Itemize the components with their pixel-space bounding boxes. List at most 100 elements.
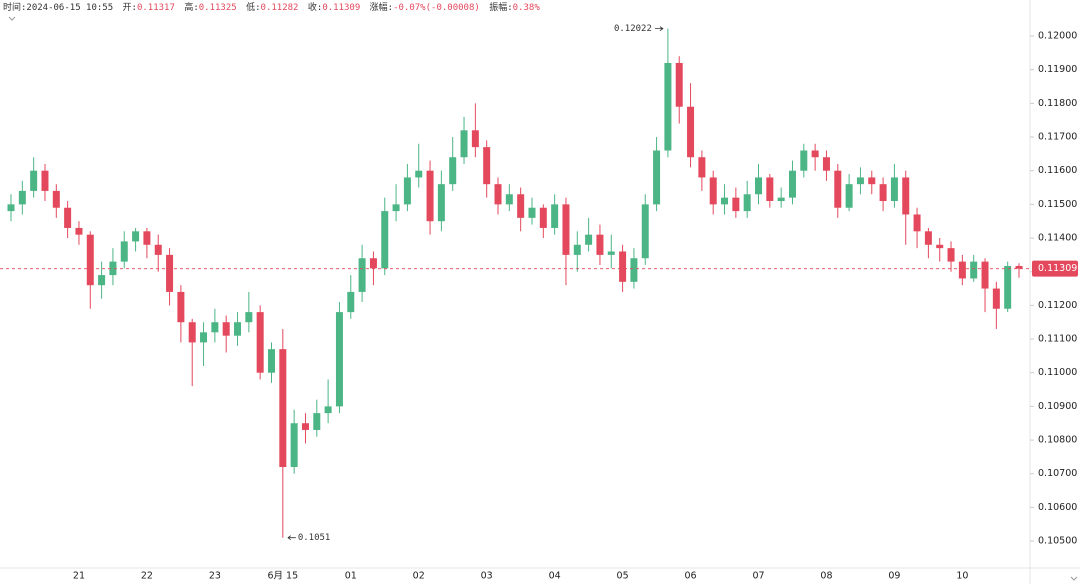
candle-body (788, 170, 796, 198)
x-tick-label: 22 (141, 571, 153, 582)
candle-body (132, 231, 140, 242)
candle-body (335, 312, 343, 407)
x-tick-label: 05 (617, 571, 629, 582)
info-label: 涨幅: (370, 1, 393, 13)
info-line: 时间:2024-06-15 10:55 开:0.11317 高:0.11325 … (3, 1, 540, 13)
candle-body (267, 349, 275, 373)
candle-body (347, 291, 355, 313)
candle-body (483, 147, 491, 185)
candle-body (607, 251, 615, 255)
candle-body (528, 207, 536, 218)
candle-body (403, 177, 411, 205)
x-tick-label: 03 (481, 571, 493, 582)
candle-body (709, 177, 717, 205)
candle-body (596, 234, 604, 255)
info-time: 2024-06-15 10:55 (26, 3, 113, 13)
candle-body (313, 413, 321, 430)
candle-body (437, 184, 445, 222)
candle-body (1015, 265, 1023, 269)
candle-body (449, 157, 457, 185)
candle-body (924, 231, 932, 245)
candle-body (551, 204, 559, 228)
candle-body (30, 170, 38, 191)
x-tick-label: 04 (549, 571, 561, 582)
candle-body (188, 322, 196, 343)
candle-body (755, 177, 763, 195)
candle-body (222, 322, 230, 336)
y-tick-label: 0.11400 (1038, 233, 1077, 244)
candle-body (426, 170, 434, 222)
candle-body (641, 204, 649, 259)
candle-body (415, 170, 423, 178)
y-tick-label: 0.11900 (1038, 64, 1077, 75)
candle-body (834, 170, 842, 208)
info-open: 0.11317 (137, 3, 175, 13)
candle-body (619, 251, 627, 282)
candle-body (902, 177, 910, 215)
candle-body (981, 261, 989, 289)
candle-body (256, 312, 264, 373)
candle-body (913, 214, 921, 232)
candle-body (970, 261, 978, 279)
candle-body (392, 204, 400, 212)
collapse-chevron[interactable] (8, 16, 16, 21)
x-tick-label: 23 (209, 571, 221, 582)
x-tick-label: 09 (888, 571, 900, 582)
candle-body (154, 244, 162, 255)
candle-body (800, 150, 808, 171)
y-tick-label: 0.10900 (1038, 401, 1077, 412)
x-tick-label: 01 (345, 571, 357, 582)
candle-body (75, 227, 83, 235)
x-tick-label: 21 (73, 571, 85, 582)
y-tick-label: 0.11700 (1038, 132, 1077, 143)
info-low: 0.11282 (261, 3, 299, 13)
candle-body (743, 194, 751, 212)
y-tick-label: 0.11100 (1038, 334, 1077, 345)
candle-body (143, 231, 151, 245)
candle-body (234, 322, 242, 336)
y-tick-label: 0.11600 (1038, 165, 1077, 176)
x-tick-label: 06 (685, 571, 697, 582)
candle-body (358, 258, 366, 292)
candle-body (879, 184, 887, 202)
info-label: 收: (308, 1, 322, 13)
candle-body (98, 275, 106, 286)
info-label: 时间: (3, 1, 26, 13)
x-tick-label: 08 (820, 571, 832, 582)
info-label: 开: (123, 2, 137, 13)
candle-body (7, 204, 15, 212)
candle-body (766, 177, 774, 202)
max-annotation: 0.12022 (614, 24, 652, 34)
info-amplitude: 0.38% (513, 3, 541, 13)
candle-body (290, 423, 298, 467)
y-tick-label: 0.12000 (1038, 31, 1077, 42)
candle-body (777, 197, 785, 202)
candle-body (109, 261, 117, 276)
candle-body (200, 332, 208, 343)
y-tick-label: 0.11500 (1038, 199, 1077, 210)
info-close: 0.11309 (322, 3, 360, 13)
candle-body (301, 423, 309, 430)
candle-body (958, 261, 966, 279)
candle-body (494, 184, 502, 205)
candle-body (369, 258, 377, 269)
y-tick-label: 0.10500 (1038, 536, 1077, 547)
candle-body (845, 184, 853, 208)
scroll-arrow[interactable] (1070, 576, 1078, 581)
candle-body (381, 211, 389, 269)
candle-body (562, 204, 570, 255)
y-tick-label: 0.10700 (1038, 468, 1077, 479)
candle-body (630, 258, 638, 282)
y-tick-label: 0.10600 (1038, 502, 1077, 513)
candle-body (675, 62, 683, 107)
candle-body (936, 244, 944, 249)
candle-body (18, 190, 26, 205)
candle-body (471, 130, 479, 148)
max-arrow (654, 26, 664, 31)
x-tick-label: 6月 15 (267, 571, 298, 582)
candle-body (41, 170, 49, 191)
x-tick-label: 07 (752, 571, 764, 582)
info-high: 0.11325 (199, 3, 237, 13)
candle-body (822, 157, 830, 171)
